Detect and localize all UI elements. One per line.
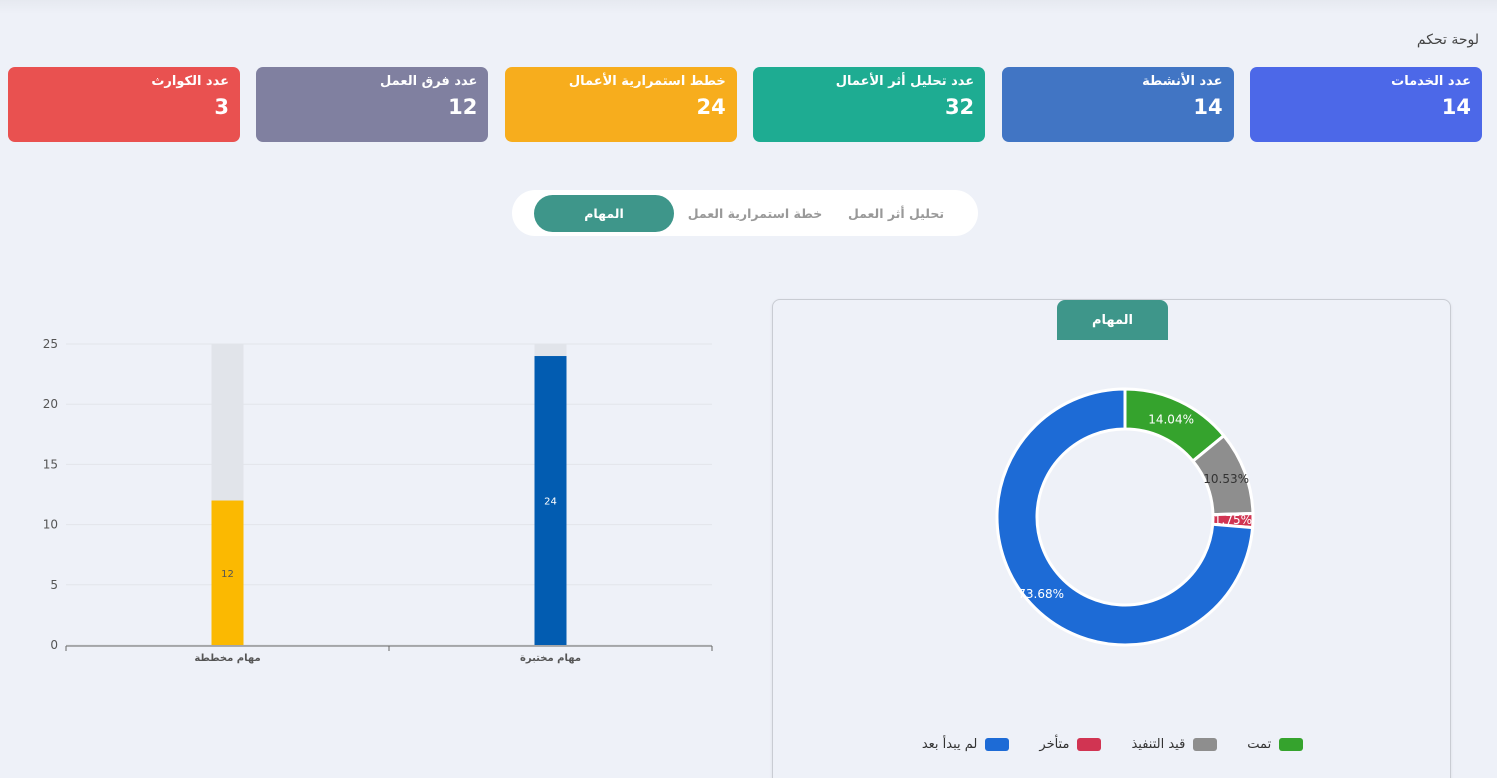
y-tick-label: 15	[43, 457, 58, 471]
stat-card-label: عدد الكوارث	[151, 74, 229, 89]
stat-card-value: 14	[1193, 95, 1223, 119]
bar[interactable]	[211, 500, 244, 645]
tab-continuity-plan[interactable]: خطة استمرارية العمل	[687, 205, 823, 221]
y-tick-label: 25	[43, 337, 58, 351]
tab-impact-analysis[interactable]: تحليل أثر العمل	[847, 205, 945, 221]
stat-card-value: 24	[696, 95, 726, 119]
legend-item[interactable]: متأخر	[1039, 737, 1102, 752]
x-tick-label: مهام مختبرة	[520, 653, 581, 664]
slice-label: 1.75%	[1214, 513, 1252, 527]
pie-legend: لم يبدأ بعد متأخر قيد التنفيذ تمت	[773, 737, 1452, 752]
stat-card-label: عدد تحليل أثر الأعمال	[835, 74, 975, 89]
stat-card-label: عدد الخدمات	[1391, 74, 1471, 89]
stat-card-teams[interactable]: عدد فرق العمل 12	[256, 67, 489, 142]
tab-tasks[interactable]: المهام	[534, 194, 674, 232]
legend-swatch	[1193, 738, 1218, 751]
slice-label: 10.53%	[1203, 472, 1249, 486]
legend-label: قيد التنفيذ	[1131, 737, 1186, 752]
legend-item[interactable]: قيد التنفيذ	[1131, 737, 1218, 752]
x-tick-label: مهام مخططة	[194, 653, 260, 664]
legend-swatch	[1077, 738, 1102, 751]
bar[interactable]	[534, 356, 567, 645]
stat-card-value: 32	[944, 95, 975, 119]
bar-data-label: 12	[221, 569, 234, 580]
legend-label: لم يبدأ بعد	[921, 737, 978, 752]
y-tick-label: 5	[50, 578, 58, 592]
tasks-bar-chart: 0 5 10 15 20 25 12 مهام مخططة 24 مهام مختبرة	[43, 337, 713, 664]
stat-card-disasters[interactable]: عدد الكوارث 3	[8, 67, 240, 142]
legend-swatch	[1279, 738, 1304, 751]
tab-switcher: تحليل أثر العمل خطة استمرارية العمل المه…	[512, 190, 978, 236]
legend-item[interactable]: لم يبدأ بعد	[922, 737, 1010, 752]
stat-card-continuity-plans[interactable]: خطط استمرارية الأعمال 24	[504, 67, 737, 142]
stat-card-label: عدد فرق العمل	[380, 74, 478, 89]
legend-item[interactable]: تمت	[1247, 737, 1304, 752]
tasks-pie-panel: المهام 14.04% 10.53% 1.75% 73.68% لم يبدأ ب…	[772, 299, 1451, 778]
stat-cards: عدد الخدمات 14 عدد الأنشطة 14 عدد تحليل …	[8, 67, 1482, 142]
stat-card-activities[interactable]: عدد الأنشطة 14	[1001, 67, 1234, 142]
top-bar	[0, 0, 1497, 14]
y-tick-label: 0	[50, 638, 58, 652]
slice-label: 14.04%	[1148, 412, 1194, 426]
bar-data-label: 24	[544, 497, 557, 508]
legend-swatch	[985, 738, 1010, 751]
stat-card-services[interactable]: عدد الخدمات 14	[1249, 67, 1482, 142]
stat-card-value: 14	[1441, 95, 1471, 119]
stat-card-impact-analysis[interactable]: عدد تحليل أثر الأعمال 32	[753, 67, 986, 142]
legend-label: تمت	[1247, 737, 1272, 752]
donut-slice[interactable]	[995, 387, 1255, 647]
y-tick-label: 10	[43, 518, 58, 532]
tasks-donut-chart: 14.04% 10.53% 1.75% 73.68%	[995, 387, 1255, 647]
stat-card-label: عدد الأنشطة	[1142, 74, 1223, 89]
stat-card-value: 3	[214, 95, 229, 119]
y-tick-label: 20	[43, 397, 58, 411]
pie-panel-tab[interactable]: المهام	[1057, 300, 1168, 340]
stat-card-label: خطط استمرارية الأعمال	[568, 74, 726, 89]
slice-label: 73.68%	[1018, 587, 1064, 601]
stat-card-value: 12	[448, 95, 478, 119]
page-title: لوحة تحكم	[1416, 32, 1479, 48]
legend-label: متأخر	[1039, 737, 1070, 752]
